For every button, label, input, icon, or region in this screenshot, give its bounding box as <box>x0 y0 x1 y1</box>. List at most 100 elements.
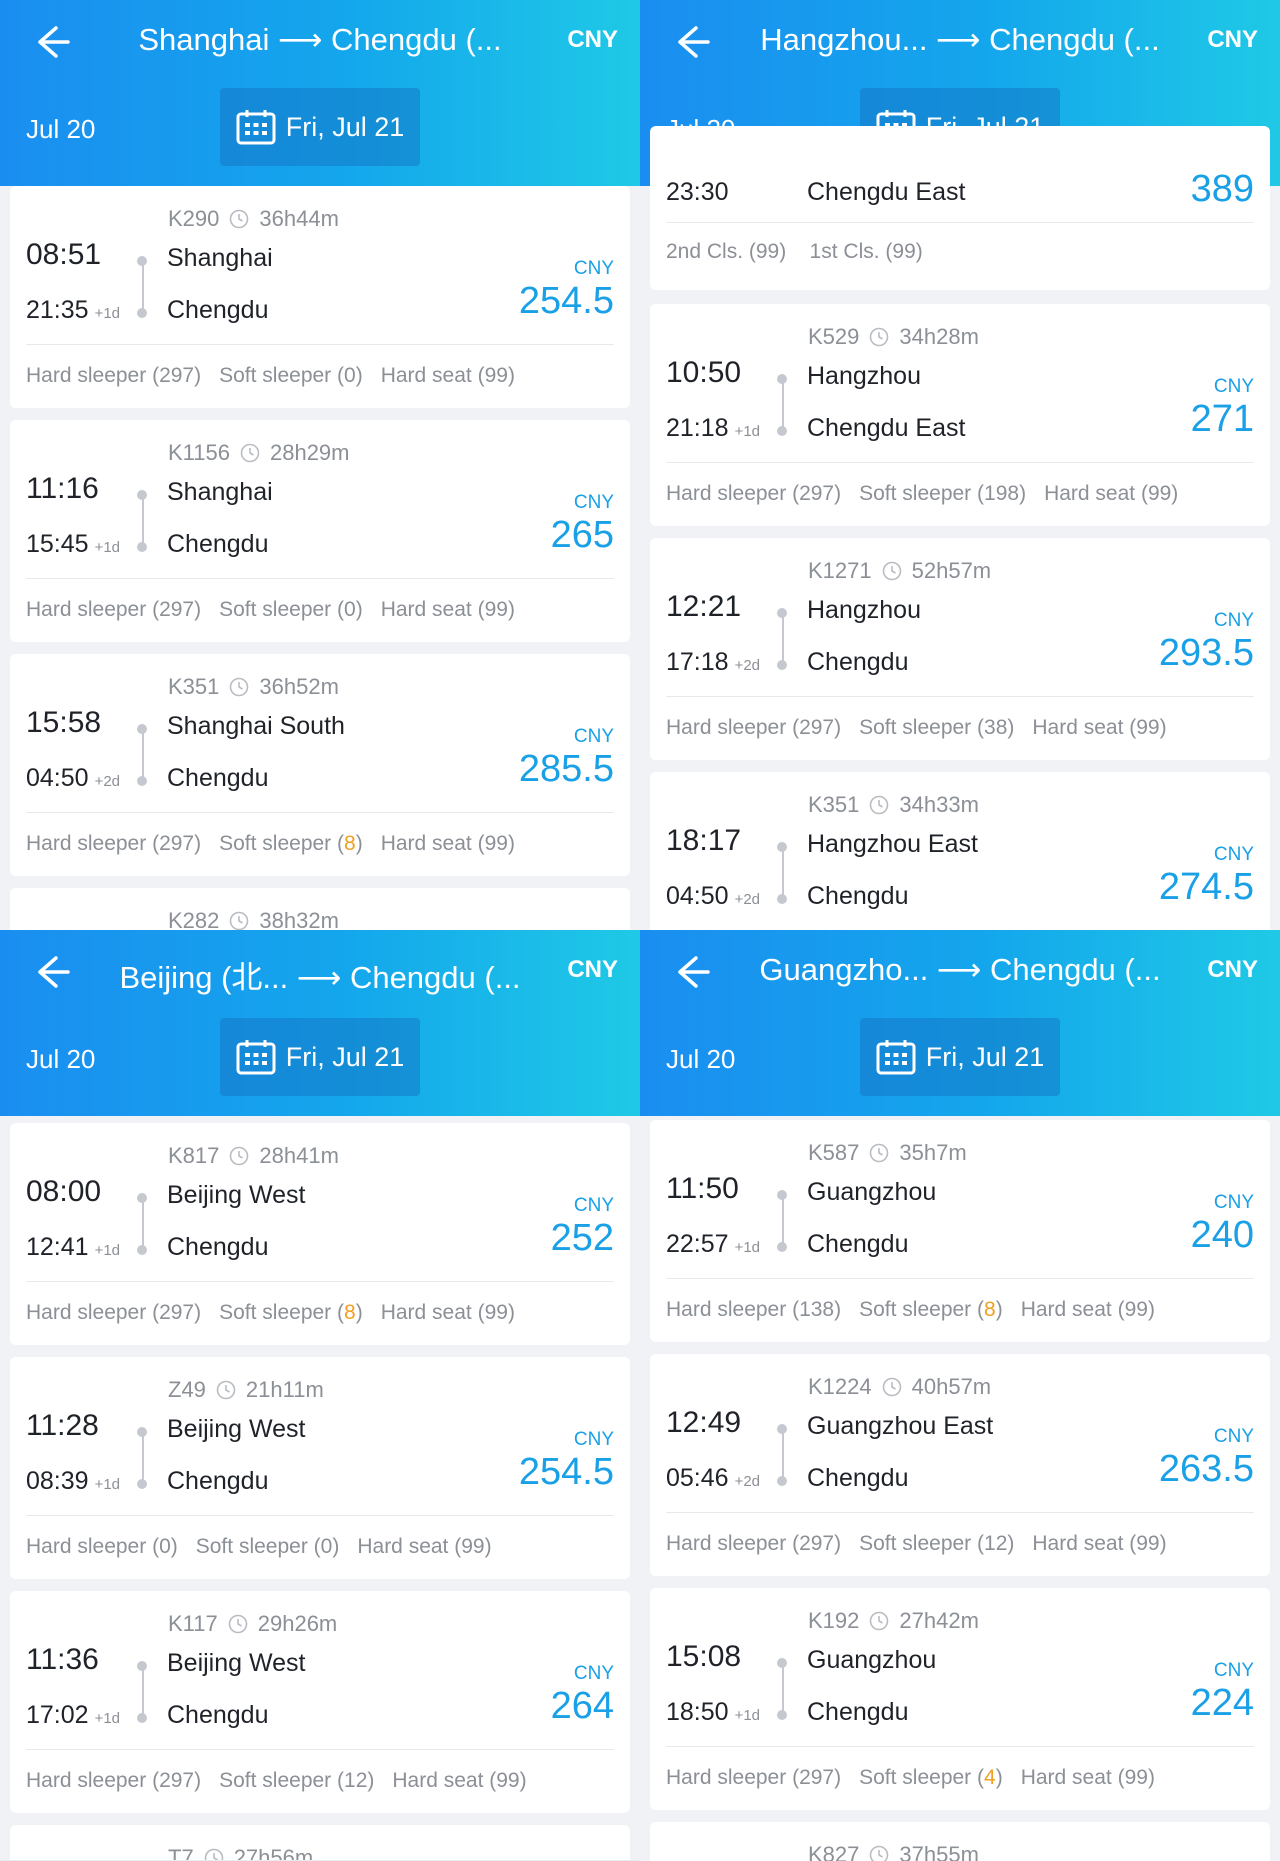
date-picker-button[interactable]: Fri, Jul 21 <box>220 1018 420 1096</box>
train-card[interactable]: K587 35h7m 11:50 22:57 +1d Guangzhou Chen… <box>650 1120 1270 1342</box>
currency-button[interactable]: CNY <box>1207 956 1258 983</box>
day-offset: +1d <box>94 305 121 322</box>
arrival-time-row: 21:18 +1d <box>666 414 760 443</box>
currency-button[interactable]: CNY <box>1207 26 1258 53</box>
seat-availability: Hard sleeper (297) Soft sleeper (0) Hard s… <box>26 364 533 388</box>
seat-class-name: Hard sleeper <box>666 482 787 505</box>
train-card[interactable]: K1156 28h29m 11:16 15:45 +1d Shanghai Che… <box>10 420 630 642</box>
origin-dot-icon <box>137 1661 147 1671</box>
seat-class-name: Hard sleeper <box>26 364 147 387</box>
train-card[interactable]: K1224 40h57m 12:49 05:46 +2d Guangzhou Ea… <box>650 1354 1270 1576</box>
seat-class-name: Hard sleeper <box>666 1766 787 1789</box>
train-card[interactable]: K1271 52h57m 12:21 17:18 +2d Hangzhou Che… <box>650 538 1270 760</box>
back-arrow-icon[interactable] <box>28 20 72 64</box>
duration: 27h56m <box>233 1845 314 1860</box>
train-number-row: K351 34h33m <box>808 792 979 818</box>
date-current-label: Fri, Jul 21 <box>925 1041 1045 1072</box>
clock-icon <box>216 1380 236 1400</box>
seat-count: 99 <box>484 832 508 855</box>
date-current-label: Fri, Jul 21 <box>285 1041 405 1072</box>
seat-class-name: Soft sleeper <box>859 1298 972 1321</box>
arrival-time-row: 22:57 +1d <box>666 1230 760 1259</box>
route-line <box>782 378 784 434</box>
price: 254.5 <box>518 1451 614 1493</box>
currency-button[interactable]: CNY <box>567 956 618 983</box>
clock-icon <box>229 209 249 229</box>
seat-class: Hard sleeper (297) <box>26 832 202 855</box>
date-picker-button[interactable]: Fri, Jul 21 <box>860 1018 1060 1096</box>
train-number-row: K192 27h42m <box>808 1608 979 1634</box>
train-number: K351 <box>808 792 860 817</box>
train-card[interactable]: Z49 21h11m 11:28 08:39 +1d Beijing West C… <box>10 1357 630 1579</box>
back-arrow-icon[interactable] <box>28 950 72 994</box>
arrival-time-row: 04:50 +2d <box>666 882 760 911</box>
origin-dot-icon <box>137 1427 147 1437</box>
seat-class: Hard sleeper (297) <box>666 1532 842 1555</box>
train-card-partial[interactable]: T7 27h56m <box>10 1825 630 1860</box>
seat-count: 12 <box>344 1769 368 1792</box>
seat-class-name: Soft sleeper <box>219 1301 332 1324</box>
arrival-time: 23:30 <box>666 178 729 206</box>
destination-station: Chengdu East <box>807 414 966 442</box>
train-card[interactable]: K351 34h33m 18:17 04:50 +2d Hangzhou East… <box>650 772 1270 930</box>
divider <box>26 1749 614 1750</box>
train-card-partial[interactable]: 23:30 Chengdu East 389 2nd Cls. (99) 1st Cl… <box>650 126 1270 290</box>
app-header: Guangzho... ⟶ Chengdu (... CNY Jul 20 Fr… <box>640 930 1280 1116</box>
departure-time: 11:16 <box>26 472 99 505</box>
train-list: K587 35h7m 11:50 22:57 +1d Guangzhou Chen… <box>650 1120 1270 1861</box>
arrival-time-row: 04:50 +2d <box>26 764 120 793</box>
origin-dot-icon <box>777 608 787 618</box>
divider <box>26 578 614 579</box>
origin-dot-icon <box>777 374 787 384</box>
back-arrow-icon[interactable] <box>668 20 712 64</box>
destination-station: Chengdu <box>807 648 909 676</box>
date-picker-button[interactable]: Fri, Jul 21 <box>220 88 420 166</box>
train-card[interactable]: K529 34h28m 10:50 21:18 +1d Hangzhou Chen… <box>650 304 1270 526</box>
destination-dot-icon <box>777 660 787 670</box>
seat-class-name: Hard seat <box>380 364 472 387</box>
search-results-panel: Guangzho... ⟶ Chengdu (... CNY Jul 20 Fr… <box>640 930 1280 1861</box>
train-number-row: K817 28h41m <box>168 1143 339 1169</box>
train-card[interactable]: K351 36h52m 15:58 04:50 +2d Shanghai Sout… <box>10 654 630 876</box>
search-results-panel: Beijing (北... ⟶ Chengdu (... CNY Jul 20 … <box>0 930 640 1860</box>
train-card-partial[interactable]: K282 38h32m <box>10 888 630 930</box>
seat-class-name: Soft sleeper <box>859 1766 972 1789</box>
origin-station: Shanghai <box>167 478 273 506</box>
duration: 28h41m <box>259 1143 339 1168</box>
seat-availability: Hard sleeper (138) Soft sleeper (8) Hard s… <box>666 1298 1173 1322</box>
seat-count: 297 <box>159 1769 195 1792</box>
route-line <box>782 846 784 902</box>
train-card[interactable]: K290 36h44m 08:51 21:35 +1d Shanghai Chen… <box>10 186 630 408</box>
destination-dot-icon <box>777 1242 787 1252</box>
train-card[interactable]: K817 28h41m 08:00 12:41 +1d Beijing West … <box>10 1123 630 1345</box>
departure-time: 11:28 <box>26 1409 99 1442</box>
arrival-time: 21:35 <box>26 296 89 324</box>
train-card[interactable]: K192 27h42m 15:08 18:50 +1d Guangzhou Che… <box>650 1588 1270 1810</box>
route-line <box>142 1431 144 1487</box>
price-currency: CNY <box>1213 1660 1254 1681</box>
seat-class: Soft sleeper (0) <box>219 364 363 387</box>
day-offset: +2d <box>94 773 121 790</box>
train-number: K290 <box>168 206 220 231</box>
date-prev-button[interactable]: Jul 20 <box>26 114 96 144</box>
seat-count: 297 <box>159 832 195 855</box>
train-number: K817 <box>168 1143 220 1168</box>
arrival-time: 08:39 <box>26 1467 89 1495</box>
destination-station: Chengdu <box>807 1464 909 1492</box>
arrival-time: 05:46 <box>666 1464 729 1492</box>
arrival-time: 04:50 <box>666 882 729 910</box>
destination-dot-icon <box>777 894 787 904</box>
route-title: Shanghai ⟶ Chengdu (... <box>138 22 502 57</box>
date-prev-button[interactable]: Jul 20 <box>666 1044 736 1074</box>
back-arrow-icon[interactable] <box>668 950 712 994</box>
seat-class-name: Soft sleeper <box>859 482 972 505</box>
train-card-partial[interactable]: K827 37h55m <box>650 1822 1270 1861</box>
route-title: Guangzho... ⟶ Chengdu (... <box>759 952 1161 987</box>
train-card[interactable]: K117 29h26m 11:36 17:02 +1d Beijing West … <box>10 1591 630 1813</box>
currency-button[interactable]: CNY <box>567 26 618 53</box>
divider <box>666 1512 1254 1513</box>
origin-station: Guangzhou <box>807 1646 937 1674</box>
date-prev-button[interactable]: Jul 20 <box>26 1044 96 1074</box>
seat-class-name: Soft sleeper <box>219 1769 332 1792</box>
arrival-time-row: 08:39 +1d <box>26 1467 120 1496</box>
